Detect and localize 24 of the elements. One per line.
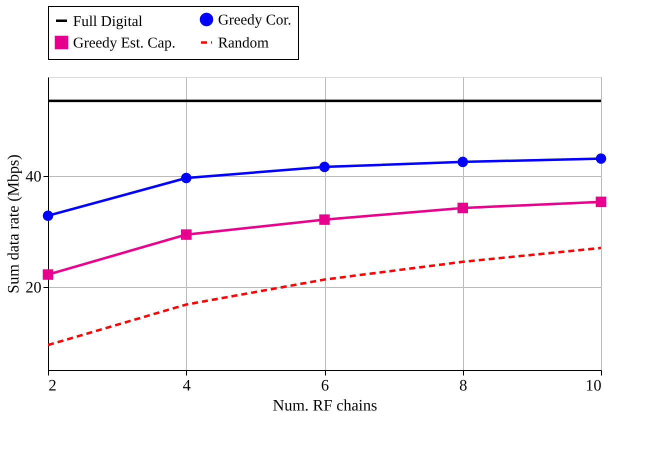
point bbox=[596, 196, 606, 208]
y-axis-title: Sum data rate (Mbps) bbox=[6, 154, 22, 294]
point bbox=[458, 202, 468, 214]
point bbox=[181, 172, 192, 184]
x-tick-label: 2 bbox=[48, 378, 56, 394]
point bbox=[458, 156, 468, 168]
point bbox=[181, 229, 192, 240]
legend-label: Greedy Cor. bbox=[218, 12, 292, 29]
legend-label: Random bbox=[218, 36, 270, 52]
legend-label: Greedy Est. Cap. bbox=[73, 36, 176, 52]
line-series bbox=[48, 246, 601, 346]
x-tick-label: 8 bbox=[459, 378, 468, 394]
point bbox=[42, 269, 54, 280]
point bbox=[319, 162, 330, 172]
x-axis-title: Num. RF chains bbox=[272, 398, 378, 414]
point bbox=[319, 214, 330, 225]
x-tick-label: 6 bbox=[321, 378, 329, 394]
point bbox=[42, 210, 54, 221]
legend-label: Full Digital bbox=[73, 14, 143, 30]
y-tick-label: 40 bbox=[26, 168, 42, 186]
y-tick-label: 20 bbox=[26, 279, 42, 296]
x-tick-label: 10 bbox=[586, 378, 602, 394]
x-tick-label: 4 bbox=[182, 378, 191, 394]
point bbox=[596, 153, 606, 164]
